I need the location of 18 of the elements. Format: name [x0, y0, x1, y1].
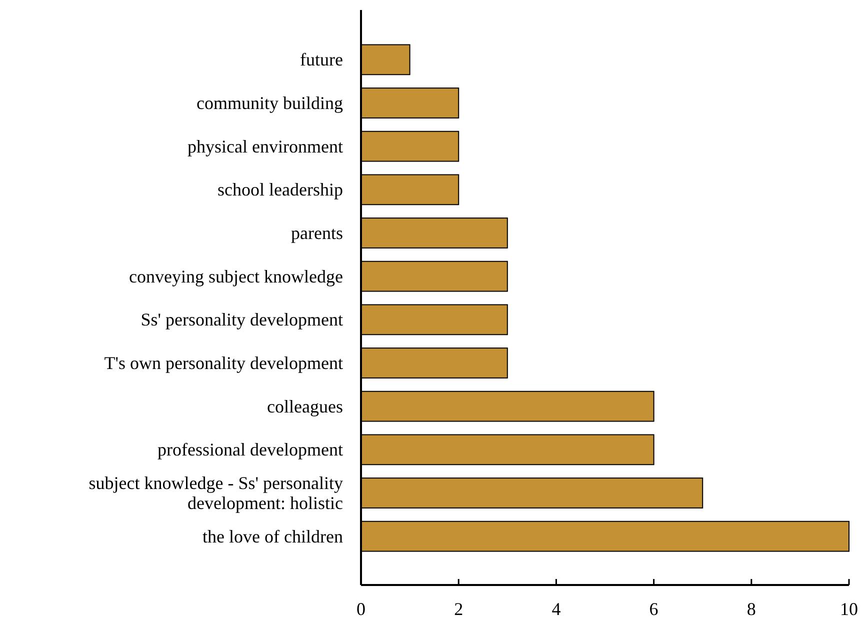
- y-tick-label: conveying subject knowledge: [129, 266, 343, 286]
- x-tick-label: 2: [454, 599, 464, 619]
- y-tick-label: future: [300, 50, 344, 70]
- x-tick-label: 6: [649, 599, 658, 619]
- x-tick-label: 4: [552, 599, 561, 619]
- x-tick-label: 0: [356, 599, 366, 619]
- x-tick-label: 10: [840, 599, 858, 619]
- y-tick-label: school leadership: [218, 180, 343, 200]
- y-tick-label: T's own personality development: [104, 353, 343, 373]
- y-tick-label: physical environment: [188, 136, 343, 156]
- y-tick-label: Ss' personality development: [140, 310, 343, 330]
- y-tick-label: colleagues: [267, 396, 343, 416]
- x-tick-label: 8: [746, 599, 756, 619]
- y-tick-label: community building: [196, 93, 343, 113]
- y-tick-label: parents: [291, 223, 343, 243]
- y-tick-label: professional development: [158, 440, 343, 460]
- y-tick-label: subject knowledge - Ss' personality development: holistic: [88, 473, 343, 513]
- y-tick-label: the love of children: [202, 526, 343, 546]
